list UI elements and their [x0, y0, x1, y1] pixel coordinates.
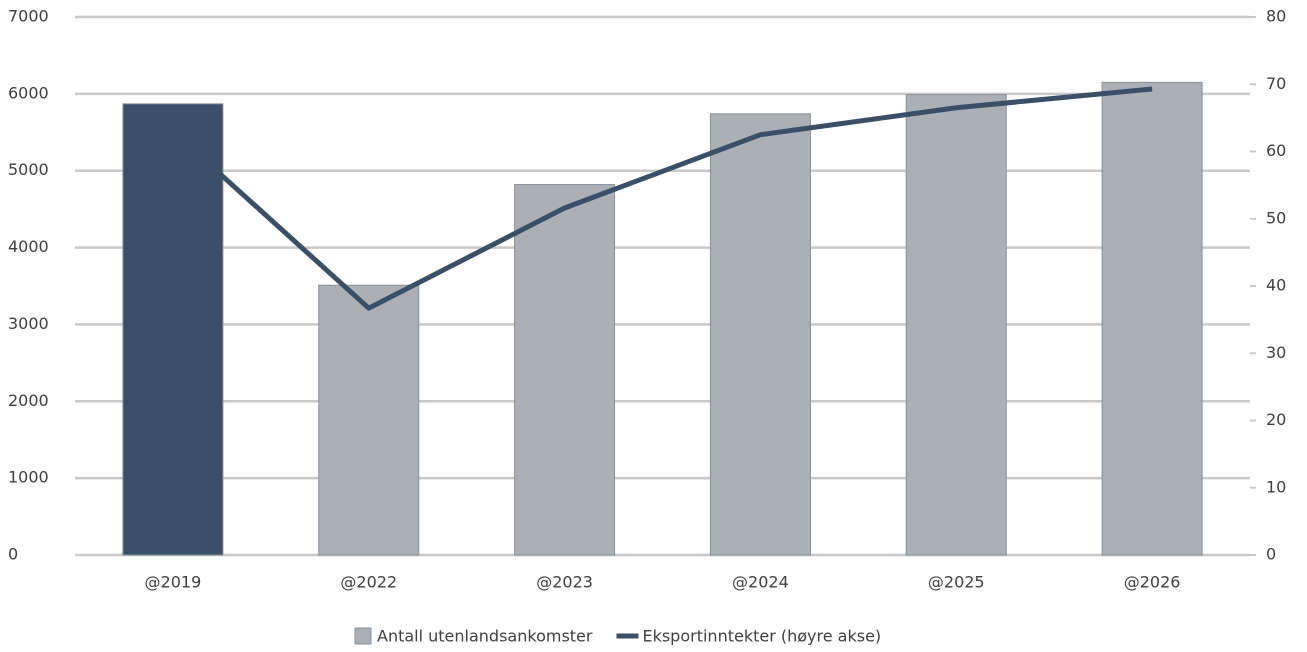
y2-tick-label: 20 — [1266, 410, 1286, 429]
y2-tick-label: 70 — [1266, 74, 1286, 93]
bar — [709, 113, 811, 556]
y-tick-label: 6000 — [8, 83, 49, 102]
x-tick-label: @2025 — [928, 573, 985, 592]
x-tick-label: @2019 — [145, 573, 202, 592]
line — [171, 86, 1153, 311]
bar — [514, 184, 616, 556]
y-tick-label: 4000 — [8, 237, 49, 256]
x-tick-label: @2026 — [1124, 573, 1181, 592]
x-tick-label: @2024 — [732, 573, 789, 592]
y2-tick-label: 30 — [1266, 343, 1286, 362]
y-tick-label: 0 — [8, 545, 18, 564]
y2-tick-label: 40 — [1266, 276, 1286, 295]
y2-tick-label: 60 — [1266, 141, 1286, 160]
y-tick-label: 7000 — [8, 7, 49, 26]
y2-tick-label: 80 — [1266, 7, 1286, 26]
legend-label: Eksportinntekter (høyre akse) — [642, 627, 881, 646]
bar — [318, 284, 420, 556]
x-tick-label: @2022 — [340, 573, 397, 592]
y-tick-label: 1000 — [8, 468, 49, 487]
bar — [905, 94, 1007, 556]
y-tick-label: 3000 — [8, 314, 49, 333]
y2-tick-label: 10 — [1266, 477, 1286, 496]
legend-swatch — [354, 627, 372, 645]
y2-tick-label: 50 — [1266, 208, 1286, 227]
y-tick-label: 5000 — [8, 160, 49, 179]
y-tick-label: 2000 — [8, 391, 49, 410]
legend-label: Antall utenlandsankomster — [377, 627, 593, 646]
bar — [122, 103, 224, 556]
bar — [1101, 81, 1203, 556]
y2-tick-label: 0 — [1266, 545, 1276, 564]
x-tick-label: @2023 — [536, 573, 593, 592]
